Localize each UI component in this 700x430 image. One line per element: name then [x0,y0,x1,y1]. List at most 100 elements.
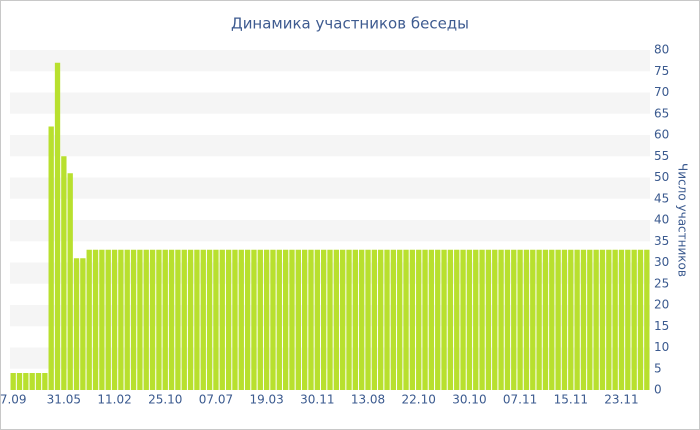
bar [403,249,409,390]
bar [625,249,631,390]
bar [270,249,276,390]
y-tick-label: 20 [654,298,669,312]
grid-band [10,135,650,157]
bar [308,249,314,390]
bar [542,249,549,390]
bar [352,249,359,390]
bar [213,249,219,390]
bar [479,249,485,390]
x-tick-label: 30.11 [300,393,334,407]
bar [92,249,99,390]
bar [454,249,460,390]
bar [441,249,447,390]
bar [390,249,397,390]
bar [73,258,80,390]
y-tick-label: 25 [654,276,669,290]
bar [498,249,504,390]
y-tick-label: 70 [654,85,669,99]
bar [637,249,644,390]
y-tick-label: 30 [654,255,669,269]
bar [428,249,435,390]
bar [321,249,327,390]
y-tick-label: 10 [654,340,669,354]
y-axis-label: Число участников [676,163,690,277]
bar [359,249,365,390]
bar [511,249,517,390]
bar [523,249,530,390]
bar [384,249,390,390]
bar [536,249,542,390]
bar [124,249,130,390]
bar [168,249,175,390]
bar [422,249,428,390]
bar [333,249,339,390]
bar [492,249,498,390]
bar [340,249,346,390]
bar [194,249,200,390]
bar [105,249,111,390]
bar [187,249,194,390]
bar [473,249,479,390]
y-tick-label: 0 [654,383,662,397]
y-tick-label: 5 [654,361,662,375]
bar [301,249,308,390]
bar [517,249,523,390]
x-tick-label: 23.11 [604,393,638,407]
bar [175,249,181,390]
bar [460,249,466,390]
bar [137,249,143,390]
bar [23,373,29,390]
x-tick-label: 07.11 [503,393,537,407]
bar [118,249,124,390]
y-tick-label: 35 [654,234,669,248]
bar [80,258,86,390]
bar [365,249,371,390]
bar [397,249,403,390]
bar [10,373,16,390]
bar [378,249,384,390]
bar [587,249,593,390]
bar [29,373,35,390]
bar [346,249,352,390]
bar [371,249,378,390]
y-tick-label: 40 [654,213,669,227]
bar [435,249,441,390]
bar [42,373,48,390]
grid-band [10,177,650,199]
y-tick-label: 15 [654,319,669,333]
bar [549,249,555,390]
bar [447,249,454,390]
y-tick-label: 65 [654,106,669,120]
bar [206,249,213,390]
bar [200,249,206,390]
bar [48,126,54,390]
bar [530,249,536,390]
bar [181,249,187,390]
bar [238,249,244,390]
grid-band [10,220,650,242]
bar [504,249,511,390]
bar [409,249,416,390]
x-tick-label: 25.10 [148,393,182,407]
bar [67,173,73,390]
bar [282,249,289,390]
bar [156,249,162,390]
bar [606,249,612,390]
chart-title: Динамика участников беседы [231,15,469,33]
bar [130,249,137,390]
bar [416,249,422,390]
x-tick-label: 7.09 [0,393,27,407]
x-tick-label: 30.10 [452,393,486,407]
bar [149,249,156,390]
bar [61,156,67,390]
bar [599,249,606,390]
bar [327,249,333,390]
bar [16,373,23,390]
bar [219,249,225,390]
grid-band [10,92,650,114]
bar [225,249,232,390]
bar [263,249,270,390]
y-tick-label: 60 [654,128,669,142]
y-tick-label: 50 [654,170,669,184]
bar [251,249,257,390]
